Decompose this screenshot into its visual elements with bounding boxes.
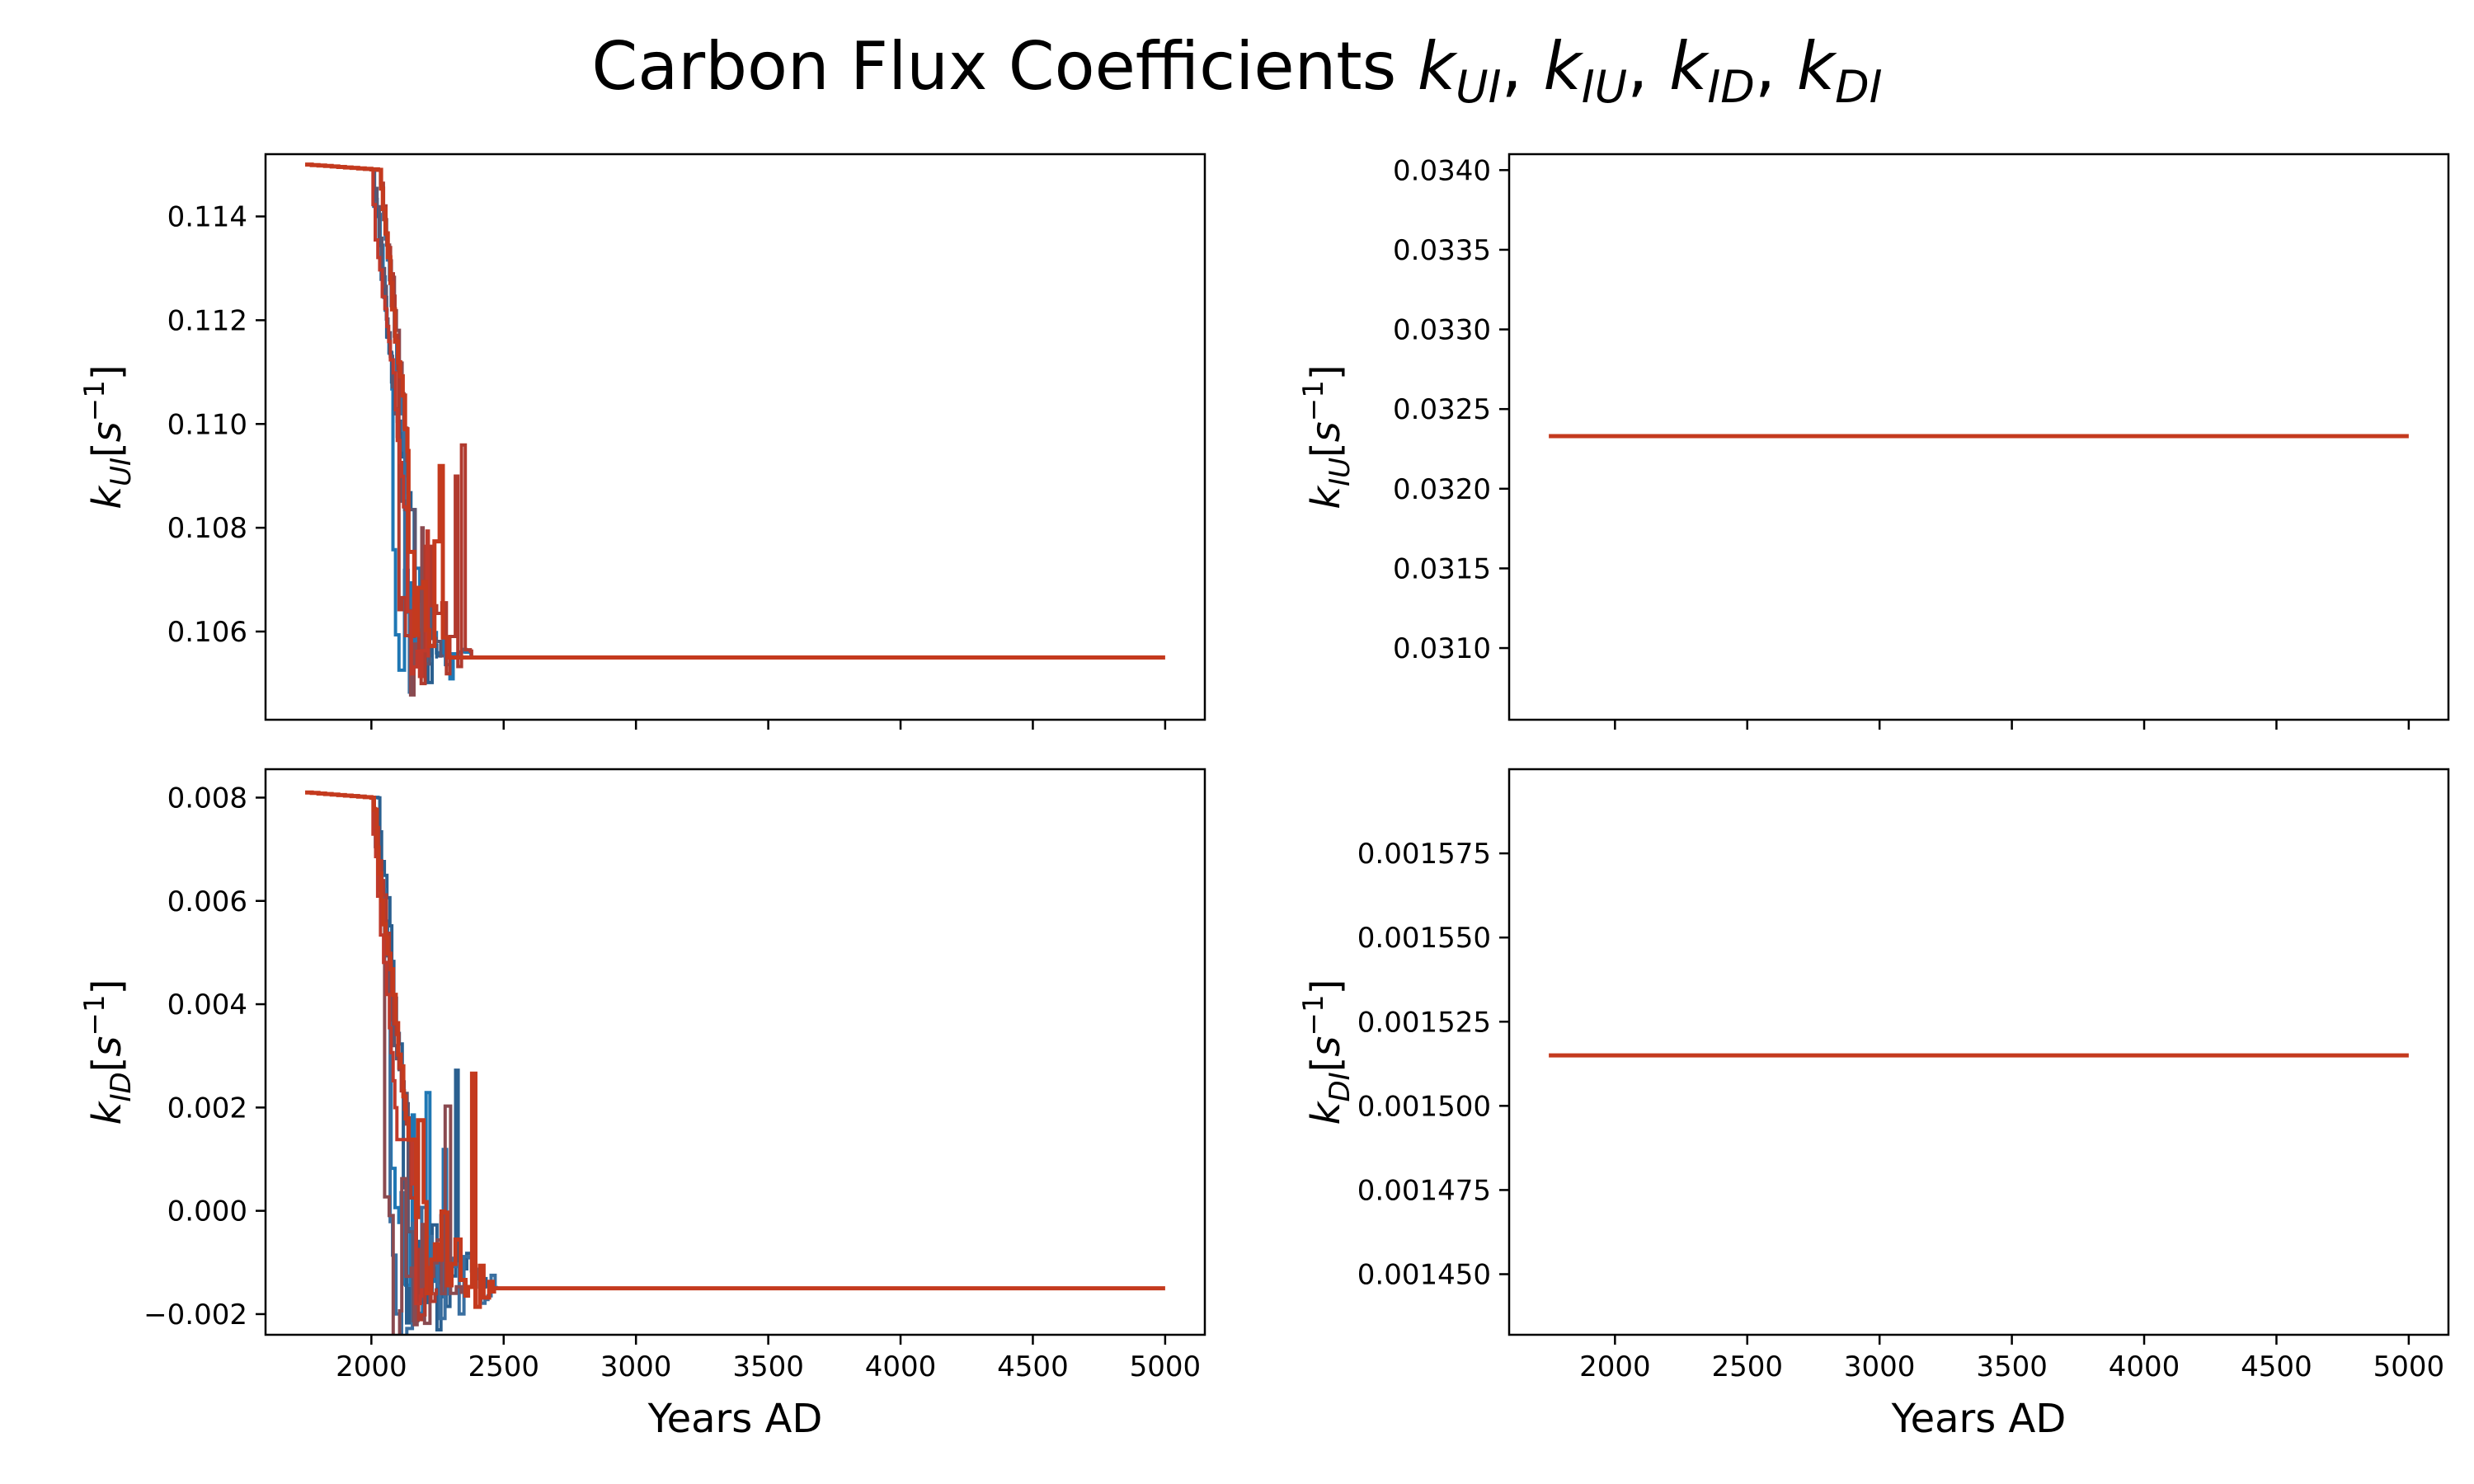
title-separator: , [1755,28,1797,105]
y-tick-label: 0.001575 [1357,838,1491,871]
y-tick-label: 0.001450 [1357,1259,1491,1292]
y-tick-label: 0.001500 [1357,1090,1491,1123]
panel-top-right: 0.0310 0.0315 0.0320 0.0325 0.0330 0.0335 0.03… [1297,153,2450,730]
x-tick-label: 4500 [997,1350,1069,1383]
y-tick-label: 0.001525 [1357,1006,1491,1039]
x-tick-label: 5000 [2373,1350,2445,1383]
y-tick-label: 0.0310 [1393,632,1491,665]
x-tick-label: 2500 [468,1350,539,1383]
title-separator: , [1627,28,1669,105]
y-tick-label: 0.001475 [1357,1174,1491,1207]
y-tick-label: 0.004 [167,989,247,1021]
series-group [305,790,1165,1335]
title-separator: , [1502,28,1544,105]
y-axis-label: kUI[s−1] [78,364,138,509]
y-tick-label: 0.110 [167,408,247,441]
panels: 0.1060.1080.1100.1120.114kUI[s−1]0.03100… [78,153,2450,1442]
title-prefix: Carbon Flux Coefficients [591,28,1417,105]
x-tick-label: 5000 [1130,1350,1202,1383]
x-axis-label: Years AD [1891,1396,2067,1442]
x-tick-label: 3500 [1976,1350,2048,1383]
y-tick-label: 0.112 [167,304,247,337]
x-tick-label: 3500 [732,1350,804,1383]
y-tick-label: 0.002 [167,1092,247,1125]
x-axis-label: Years AD [647,1396,823,1442]
x-tick-label: 3000 [600,1350,672,1383]
y-tick-label: 0.001550 [1357,922,1491,955]
y-tick-label: 0.006 [167,885,247,918]
y-tick-label: −0.002 [143,1298,247,1331]
title-k-symbol: k [1797,28,1837,105]
x-tick-label: 4000 [2109,1350,2180,1383]
y-tick-label: 0.000 [167,1195,247,1228]
title-subscript: UI [1456,61,1501,113]
series-line-8 [305,162,1165,660]
title-k-symbol: k [1669,28,1710,105]
y-tick-label: 0.0330 [1393,314,1491,347]
y-axis-label: kIU[s−1] [1297,364,1357,509]
series-line-8 [305,790,1165,1309]
y-tick-label: 0.0315 [1393,552,1491,585]
y-tick-label: 0.0335 [1393,234,1491,267]
axes-frame [1507,153,2450,721]
axes-frame [1507,768,2450,1336]
x-tick-label: 2000 [1579,1350,1651,1383]
x-tick-label: 4500 [2241,1350,2312,1383]
title-k-symbol: k [1418,28,1458,105]
x-tick-label: 2000 [336,1350,407,1383]
y-axis-label: kID[s−1] [78,979,138,1125]
panel-bottom-right: 0.001450 0.001475 0.001500 0.001525 0.001550… [1297,768,2450,1442]
panel-top-left: 0.106 0.108 0.110 0.112 0.114 kUI[s−1] [78,153,1206,730]
x-tick-label: 2500 [1711,1350,1783,1383]
y-axis-label: kDI[s−1] [1297,979,1357,1125]
y-tick-label: 0.008 [167,782,247,815]
panel-bottom-left: −0.002 0.000 0.002 0.004 0.006 0.008 2000 2500 3… [78,768,1206,1442]
x-tick-label: 3000 [1844,1350,1916,1383]
y-tick-label: 0.114 [167,201,247,234]
title-subscript: ID [1707,61,1755,113]
chart-title: Carbon Flux Coefficients kUI, kIU, kID, … [591,28,1882,113]
y-tick-label: 0.0325 [1393,393,1491,426]
axes-frame [264,768,1206,1336]
series-group [305,162,1165,697]
y-tick-label: 0.0340 [1393,154,1491,187]
title-subscript: IU [1582,61,1627,113]
axes-frame [264,153,1206,721]
y-tick-label: 0.108 [167,512,247,545]
title-k-symbol: k [1543,28,1583,105]
x-tick-label: 4000 [865,1350,937,1383]
y-tick-label: 0.0320 [1393,473,1491,506]
y-tick-label: 0.106 [167,616,247,649]
title-subscript: DI [1835,61,1883,113]
